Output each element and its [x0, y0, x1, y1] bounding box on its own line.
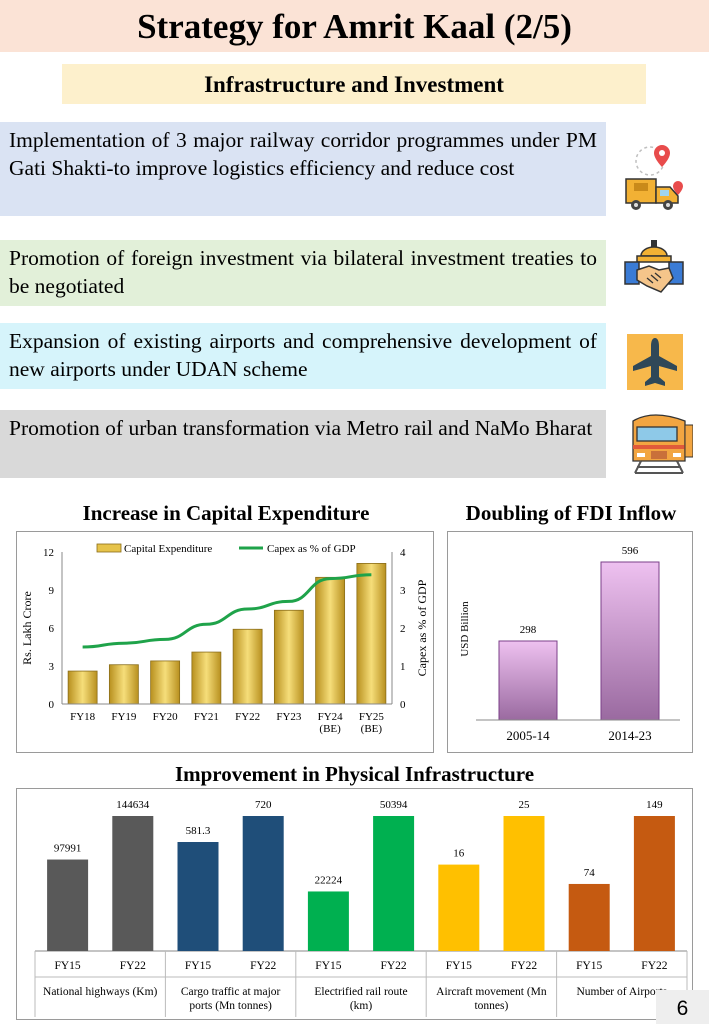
capex-bar	[150, 660, 181, 705]
airplane-icon	[627, 334, 689, 396]
infra-bar	[47, 859, 89, 951]
fdi-bar	[498, 640, 558, 721]
infra-x-tick: FY15	[54, 960, 80, 972]
infra-x-tick: FY22	[250, 960, 276, 972]
infra-bar	[177, 842, 219, 951]
capex-y2-tick: 0	[400, 699, 406, 711]
infra-group-label: Electrified rail route (km)	[314, 986, 407, 1012]
fdi-y-label: USD Billion	[459, 601, 471, 657]
infra-bar	[568, 883, 610, 951]
point-railway-corridors: Implementation of 3 major railway corrid…	[0, 122, 606, 216]
infra-bar	[307, 891, 349, 951]
capex-bar	[191, 651, 222, 705]
capex-y-tick: 0	[49, 699, 55, 711]
infra-x-tick: FY15	[315, 960, 341, 972]
capex-bar	[356, 562, 387, 705]
capex-legend: Capital Expenditure Capex as % of GDP	[96, 543, 356, 555]
infra-bar	[373, 816, 415, 951]
infra-bar	[242, 816, 284, 951]
capex-chart-title: Increase in Capital Expenditure	[82, 501, 370, 525]
infra-group-label: Aircraft movement (Mn tonnes)	[436, 986, 547, 1012]
infra-bar	[112, 816, 154, 951]
fdi-x-tick: 2014-23	[608, 728, 651, 743]
infra-x-tick: FY15	[446, 960, 472, 972]
infra-value-label: 50394	[380, 799, 408, 811]
capex-bar	[67, 670, 98, 705]
capex-y-label: Rs. Lakh Crore	[20, 591, 34, 665]
capex-x-tick: FY20	[153, 711, 179, 723]
metro-train-icon	[627, 411, 694, 474]
capex-x-tick: FY18	[70, 711, 96, 723]
point-airports: Expansion of existing airports and compr…	[0, 323, 606, 389]
infra-bar	[438, 864, 480, 951]
infra-x-tick: FY15	[185, 960, 211, 972]
subtitle-bar	[62, 64, 646, 104]
capex-y-tick: 12	[43, 547, 54, 559]
infra-value-label: 25	[519, 799, 531, 811]
capex-x-tick: FY23	[276, 711, 302, 723]
legend-label-capex: Capital Expenditure	[124, 543, 212, 555]
fdi-x-tick: 2005-14	[506, 728, 550, 743]
infra-chart-title: Improvement in Physical Infrastructure	[174, 762, 535, 786]
fdi-chart-panel: 298 2005-14 596 2014-23 USD Billion	[447, 531, 693, 753]
capex-x-tick: FY19	[111, 711, 137, 723]
infra-value-label: 144634	[116, 799, 150, 811]
infra-x-tick: FY22	[120, 960, 146, 972]
fdi-chart: 298 2005-14 596 2014-23 USD Billion	[459, 545, 680, 743]
capex-y-tick: 3	[49, 661, 55, 673]
infra-x-tick: FY22	[641, 960, 667, 972]
infra-bar	[503, 816, 545, 951]
infra-group-label: National highways (Km)	[43, 986, 158, 998]
capex-bar	[108, 664, 139, 705]
infra-x-tick: FY15	[576, 960, 602, 972]
point-foreign-investment: Promotion of foreign investment via bila…	[0, 240, 606, 306]
capex-y2-tick: 3	[400, 585, 406, 597]
page-title: Strategy for Amrit Kaal (2/5)	[137, 7, 572, 46]
infra-group-label: Number of Airports	[576, 986, 667, 998]
infra-value-label: 22224	[315, 874, 343, 886]
infra-x-tick: FY22	[380, 960, 406, 972]
capex-bar	[315, 576, 346, 705]
fdi-chart-title: Doubling of FDI Inflow	[465, 501, 677, 525]
infra-value-label: 149	[646, 799, 663, 811]
infra-group-label: Cargo traffic at major ports (Mn tonnes)	[181, 986, 281, 1012]
infra-value-label: 720	[255, 799, 272, 811]
capex-x-tick: FY24 (BE)	[318, 711, 344, 735]
fdi-bar	[600, 561, 660, 721]
logistics-truck-icon	[622, 143, 684, 210]
capex-bar	[232, 628, 263, 705]
capex-y2-tick: 4	[400, 547, 406, 559]
infra-value-label: 74	[584, 867, 596, 879]
capex-y2-tick: 1	[400, 661, 406, 673]
title-bar	[0, 0, 709, 52]
infra-chart-panel: 97991 FY15 144634 FY22 National highways (Km…	[16, 788, 693, 1020]
infra-value-label: 16	[453, 848, 465, 860]
infra-bar	[633, 816, 675, 951]
capex-y2-label: Capex as % of GDP	[415, 579, 429, 676]
capex-x-tick: FY22	[235, 711, 260, 723]
capex-y-tick: 9	[49, 585, 55, 597]
legend-swatch-capex	[96, 543, 122, 553]
capex-bar	[273, 609, 304, 705]
page-number: 6	[676, 997, 689, 1020]
infra-x-tick: FY22	[511, 960, 537, 972]
section-subtitle: Infrastructure and Investment	[204, 72, 504, 97]
legend-label-gdp: Capex as % of GDP	[267, 543, 356, 555]
fdi-value-label: 596	[622, 545, 639, 557]
infra-chart: 97991 FY15 144634 FY22 National highways (Km…	[34, 799, 688, 1017]
capex-gdp-line	[82, 573, 372, 649]
capex-y-tick: 6	[49, 623, 55, 635]
fdi-value-label: 298	[520, 624, 537, 636]
handshake-investment-icon	[623, 238, 685, 300]
capex-y2-tick: 2	[400, 623, 406, 635]
infra-value-label: 97991	[54, 843, 82, 855]
capex-x-tick: FY21	[194, 711, 219, 723]
infra-value-label: 581.3	[186, 825, 211, 837]
page-number-box	[656, 990, 709, 1024]
capex-x-tick: FY25 (BE)	[359, 711, 385, 735]
point-urban-transformation: Promotion of urban transformation via Me…	[0, 410, 606, 478]
